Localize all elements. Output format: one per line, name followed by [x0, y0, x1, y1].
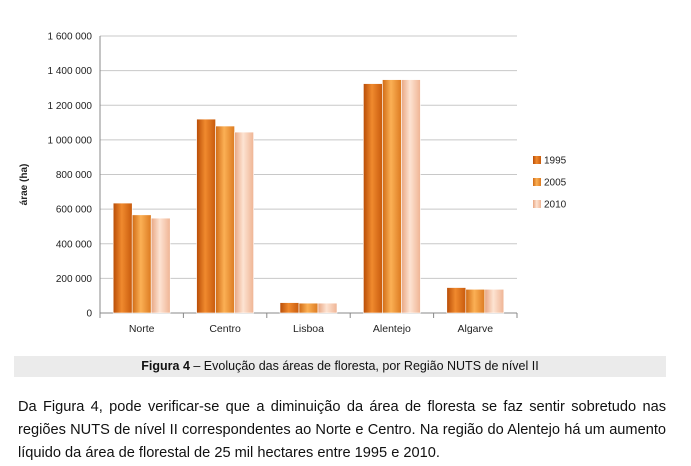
y-tick-label: 0: [86, 309, 92, 320]
bars: [112, 79, 505, 314]
y-tick-label: 200 000: [56, 274, 93, 285]
figure-caption: Figura 4 – Evolução das áreas de florest…: [14, 356, 666, 377]
y-tick-label: 1 400 000: [48, 66, 93, 77]
y-tick-label: 1 600 000: [48, 32, 93, 43]
legend-label-2010: 2010: [544, 200, 567, 211]
bar-alentejo-2005: [382, 79, 402, 314]
bar-centro-2010: [234, 131, 254, 314]
bar-algarve-2005: [465, 288, 486, 314]
y-tick-label: 800 000: [56, 170, 93, 181]
bar-lisboa-2005: [298, 302, 319, 314]
legend-label-2005: 2005: [544, 178, 567, 189]
y-tick-label: 1 200 000: [48, 101, 93, 112]
bar-alentejo-1995: [363, 83, 383, 314]
chart-canvas: 0 200 000 400 000 600 000 800 000 1 000 000 1 …: [19, 32, 567, 336]
legend-swatch-2005: [533, 178, 541, 186]
bar-norte-1995: [112, 202, 133, 314]
x-category-label: Norte: [129, 323, 155, 335]
caption-label: Figura 4: [141, 359, 190, 373]
paragraph: Da Figura 4, pode verificar-se que a dim…: [18, 399, 666, 461]
y-tick-label: 600 000: [56, 205, 93, 216]
y-axis-title: árae (ha): [19, 164, 30, 206]
x-category-labels: Norte Centro Lisboa Alentejo Algarve: [129, 323, 493, 335]
bar-norte-2010: [150, 217, 171, 314]
x-category-label: Centro: [209, 323, 241, 335]
caption-text: – Evolução das áreas de floresta, por Re…: [189, 359, 539, 373]
bar-centro-2005: [215, 125, 235, 314]
x-category-label: Algarve: [457, 323, 493, 335]
y-tick-label: 1 000 000: [48, 135, 93, 146]
y-tick-label: 400 000: [56, 239, 93, 250]
legend-swatch-1995: [533, 156, 541, 164]
bar-norte-2005: [131, 214, 152, 314]
bar-centro-1995: [196, 118, 216, 314]
bar-algarve-2010: [484, 288, 505, 314]
x-category-label: Lisboa: [293, 323, 324, 335]
bar-lisboa-1995: [279, 302, 300, 314]
bar-chart: 0 200 000 400 000 600 000 800 000 1 000 000 1 …: [19, 32, 567, 336]
bar-algarve-1995: [446, 287, 467, 314]
y-tick-labels: 0 200 000 400 000 600 000 800 000 1 000 000 1 …: [48, 32, 93, 320]
legend: 1995 2005 2010: [533, 156, 567, 211]
legend-label-1995: 1995: [544, 156, 567, 167]
legend-swatch-2010: [533, 200, 541, 208]
bar-alentejo-2010: [401, 79, 421, 314]
bar-lisboa-2010: [317, 302, 338, 314]
x-category-label: Alentejo: [373, 323, 411, 335]
